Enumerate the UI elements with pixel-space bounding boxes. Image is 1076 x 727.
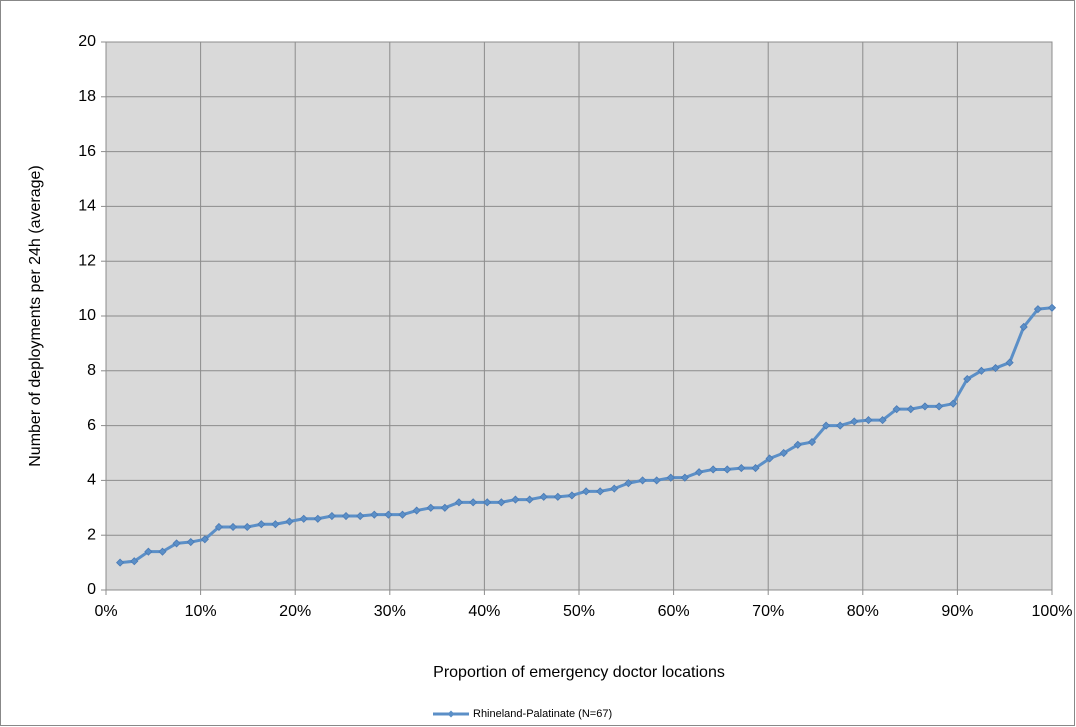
point-marker: [539, 492, 548, 501]
y-tick-label: 2: [87, 526, 96, 543]
point-marker: [949, 399, 958, 408]
point-marker: [751, 464, 760, 473]
x-axis-title: Proportion of emergency doctor locations: [433, 664, 725, 681]
point-marker: [934, 402, 944, 411]
point-marker: [977, 366, 986, 375]
point-marker: [1019, 322, 1028, 332]
y-tick-label: 12: [78, 252, 96, 269]
point-marker: [694, 468, 704, 477]
point-marker: [440, 503, 449, 512]
y-tick-label: 8: [87, 362, 96, 379]
point-marker: [892, 405, 901, 414]
point-marker: [920, 402, 930, 411]
y-tick-label: 14: [78, 198, 96, 215]
point-marker: [341, 511, 351, 521]
point-marker: [723, 465, 732, 474]
point-marker: [271, 520, 280, 529]
y-axis-title: Number of deployments per 24h (average): [27, 165, 44, 467]
point-marker: [454, 498, 464, 507]
point-marker: [158, 547, 167, 556]
x-tick-label: 100%: [1032, 603, 1073, 620]
point-marker: [116, 558, 125, 567]
point-marker: [257, 520, 266, 529]
point-marker: [200, 535, 209, 544]
point-marker: [313, 514, 322, 523]
point-marker: [666, 473, 675, 482]
point-marker: [850, 417, 859, 426]
point-marker: [511, 495, 520, 504]
x-tick-label: 70%: [752, 603, 784, 620]
x-tick-label: 0%: [94, 603, 117, 620]
point-marker: [793, 440, 802, 449]
point-marker: [822, 421, 831, 430]
point-marker: [299, 514, 308, 523]
point-marker: [765, 454, 774, 463]
point-marker: [610, 484, 619, 493]
point-marker: [737, 464, 746, 473]
point-marker: [483, 498, 492, 507]
y-tick-label: 16: [78, 143, 96, 160]
point-marker: [469, 498, 478, 507]
point-marker: [680, 473, 689, 482]
point-marker: [709, 465, 718, 474]
x-tick-label: 50%: [563, 603, 595, 620]
y-tick-label: 10: [78, 307, 96, 324]
x-tick-label: 60%: [658, 603, 690, 620]
point-marker: [214, 522, 224, 532]
point-marker: [356, 511, 365, 521]
point-marker: [596, 487, 605, 496]
x-tick-label: 10%: [185, 603, 217, 620]
point-marker: [370, 510, 379, 519]
point-marker: [963, 374, 972, 384]
point-marker: [144, 547, 153, 556]
plot-frame: [105, 41, 1053, 591]
legend-marker: [447, 710, 455, 718]
point-marker: [991, 363, 1000, 373]
point-marker: [497, 498, 506, 507]
point-marker: [553, 492, 562, 501]
point-marker: [186, 537, 195, 547]
point-marker: [525, 495, 534, 504]
y-tick-label: 0: [87, 581, 96, 598]
point-marker: [398, 510, 407, 519]
point-marker: [243, 522, 252, 532]
point-marker: [567, 491, 576, 500]
point-marker: [426, 503, 435, 512]
point-marker: [412, 506, 421, 515]
point-marker: [624, 479, 633, 488]
legend-label: Rhineland-Palatinate (N=67): [473, 708, 612, 720]
x-tick-label: 20%: [279, 603, 311, 620]
point-marker: [130, 557, 139, 566]
y-tick-label: 4: [87, 472, 96, 489]
point-marker: [1033, 305, 1042, 314]
point-marker: [1005, 358, 1014, 367]
point-marker: [384, 510, 393, 519]
point-marker: [864, 416, 873, 425]
point-marker: [906, 405, 915, 414]
point-marker: [172, 539, 181, 548]
point-marker: [779, 448, 788, 458]
point-marker: [327, 511, 336, 521]
point-marker: [285, 517, 294, 526]
point-marker: [836, 421, 845, 430]
point-marker: [878, 416, 887, 425]
point-marker: [582, 487, 591, 496]
point-marker: [807, 437, 817, 447]
x-tick-label: 80%: [847, 603, 879, 620]
x-tick-label: 90%: [941, 603, 973, 620]
point-marker: [638, 476, 647, 485]
point-marker: [652, 476, 661, 485]
y-tick-label: 18: [78, 88, 96, 105]
y-tick-label: 20: [78, 33, 96, 50]
point-marker: [228, 522, 238, 532]
y-tick-label: 6: [87, 417, 96, 434]
point-marker: [1047, 303, 1057, 312]
x-tick-label: 30%: [374, 603, 406, 620]
x-tick-label: 40%: [468, 603, 500, 620]
